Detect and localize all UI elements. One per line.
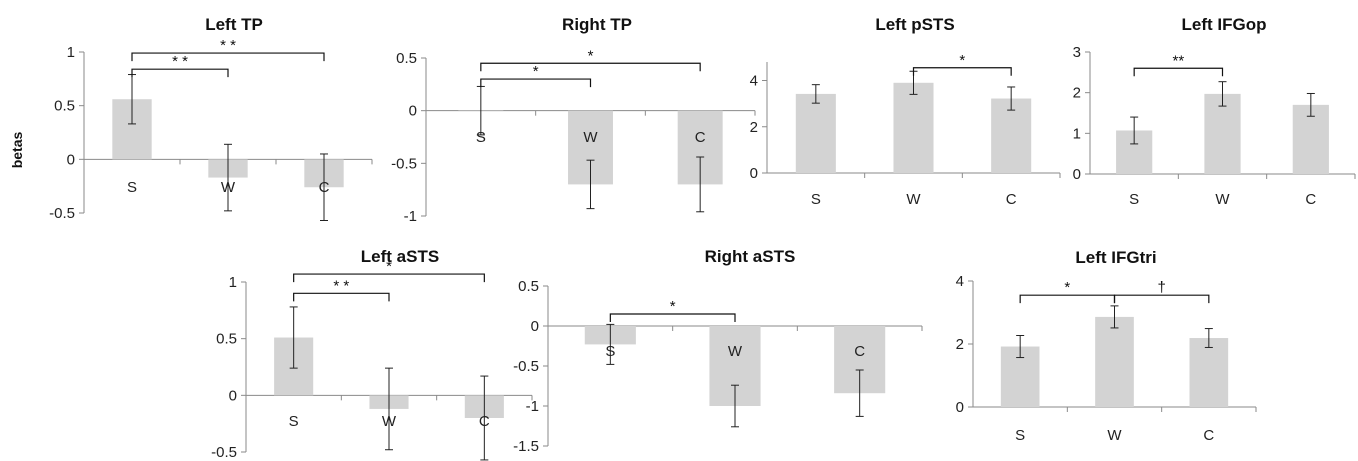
- category-label: S: [605, 343, 615, 360]
- y-tick-label: -0.5: [49, 205, 75, 222]
- category-label: C: [854, 343, 865, 360]
- y-tick-label: 3: [1073, 44, 1081, 61]
- category-label: W: [728, 343, 743, 360]
- significance-bracket: [1113, 294, 1210, 304]
- category-label: S: [289, 413, 299, 430]
- y-tick-label: 2: [750, 119, 758, 136]
- bar-W: [1204, 93, 1241, 174]
- chart-title: Left IFGop: [1182, 15, 1267, 34]
- significance-bracket: [293, 273, 485, 283]
- significance-bracket: [480, 62, 701, 72]
- y-tick-label: -0.5: [211, 444, 237, 461]
- category-label: S: [476, 129, 486, 146]
- category-label: C: [479, 413, 490, 430]
- bar-C: [991, 98, 1032, 173]
- chart-title: Right TP: [562, 15, 632, 34]
- significance-bracket: [912, 67, 1012, 76]
- chart-panel-1: Left TP 1 0.5 0 -0.5 betas S W C * * * *: [9, 15, 373, 222]
- category-label: W: [221, 179, 236, 196]
- y-tick-label: 0.5: [216, 331, 237, 348]
- y-tick-label: 0: [67, 151, 75, 168]
- significance-bracket: [131, 68, 229, 78]
- y-tick-label: 0: [750, 165, 758, 182]
- y-tick-label: -0.5: [391, 155, 417, 172]
- bar-C: [1189, 338, 1229, 407]
- significance-label: *: [670, 298, 676, 315]
- chart-panel-6: Right aSTS 0.5 0 -0.5 -1 -1.5 S W C *: [513, 247, 923, 455]
- y-tick-label: 0.5: [396, 50, 417, 67]
- chart-panel-7: Left IFGtri 4 2 0 S W C * †: [956, 248, 1257, 444]
- y-tick-label: 2: [1073, 85, 1081, 102]
- category-label: W: [906, 191, 921, 208]
- category-label: S: [1015, 427, 1025, 444]
- y-tick-label: -1: [526, 398, 539, 415]
- y-tick-label: 0.5: [54, 98, 75, 115]
- y-tick-label: 0: [409, 103, 417, 120]
- category-label: C: [1006, 191, 1017, 208]
- significance-label: * *: [220, 37, 236, 54]
- significance-label: * *: [172, 53, 188, 70]
- bar-S: [795, 93, 836, 173]
- y-tick-label: 0: [531, 318, 539, 335]
- significance-bracket: [480, 78, 592, 88]
- significance-bracket: [293, 292, 390, 302]
- chart-title: Left aSTS: [361, 247, 439, 266]
- significance-label: * *: [333, 277, 349, 294]
- category-label: W: [1215, 191, 1230, 208]
- category-label: W: [1107, 427, 1122, 444]
- category-label: S: [127, 179, 137, 196]
- y-tick-label: 1: [67, 44, 75, 61]
- significance-bracket: [609, 313, 736, 322]
- significance-bracket: [131, 52, 325, 62]
- chart-panel-3: Left pSTS 4 2 0 S W C *: [750, 15, 1061, 208]
- chart-title: Left IFGtri: [1075, 248, 1156, 267]
- category-label: C: [319, 179, 330, 196]
- y-tick-label: 0: [1073, 166, 1081, 183]
- significance-label: *: [1064, 279, 1070, 296]
- category-label: C: [695, 129, 706, 146]
- y-tick-label: 2: [956, 336, 964, 353]
- significance-bracket: [1019, 294, 1116, 304]
- category-label: C: [1305, 191, 1316, 208]
- significance-label: **: [1172, 52, 1184, 69]
- category-label: S: [1129, 191, 1139, 208]
- significance-label: †: [1157, 279, 1165, 296]
- bar-W: [893, 82, 934, 173]
- chart-title: Left TP: [205, 15, 263, 34]
- significance-label: *: [959, 52, 965, 69]
- y-tick-label: 0: [229, 387, 237, 404]
- y-axis-label: betas: [9, 132, 25, 169]
- y-tick-label: 4: [956, 273, 964, 290]
- y-tick-label: 1: [1073, 125, 1081, 142]
- y-tick-label: 0.5: [518, 278, 539, 295]
- chart-panel-2: Right TP 0.5 0 -0.5 -1 S W C * *: [391, 15, 756, 225]
- y-tick-label: -1: [404, 208, 417, 225]
- chart-title: Left pSTS: [875, 15, 954, 34]
- chart-title: Right aSTS: [705, 247, 796, 266]
- y-tick-label: 4: [750, 73, 758, 90]
- category-label: C: [1203, 427, 1214, 444]
- category-label: S: [811, 191, 821, 208]
- category-label: W: [583, 129, 598, 146]
- significance-label: *: [533, 63, 539, 80]
- significance-bracket: [1133, 67, 1224, 77]
- chart-panel-4: Left IFGop 3 2 1 0 S W C **: [1073, 15, 1356, 208]
- significance-label: *: [386, 258, 392, 275]
- y-tick-label: -1.5: [513, 438, 539, 455]
- y-tick-label: -0.5: [513, 358, 539, 375]
- y-tick-label: 1: [229, 274, 237, 291]
- chart-panel-5: Left aSTS 1 0.5 0 -0.5 S W C * * *: [211, 247, 533, 461]
- bar-W: [1095, 316, 1134, 407]
- category-label: W: [382, 413, 397, 430]
- y-tick-label: 0: [956, 399, 964, 416]
- significance-label: *: [588, 47, 594, 64]
